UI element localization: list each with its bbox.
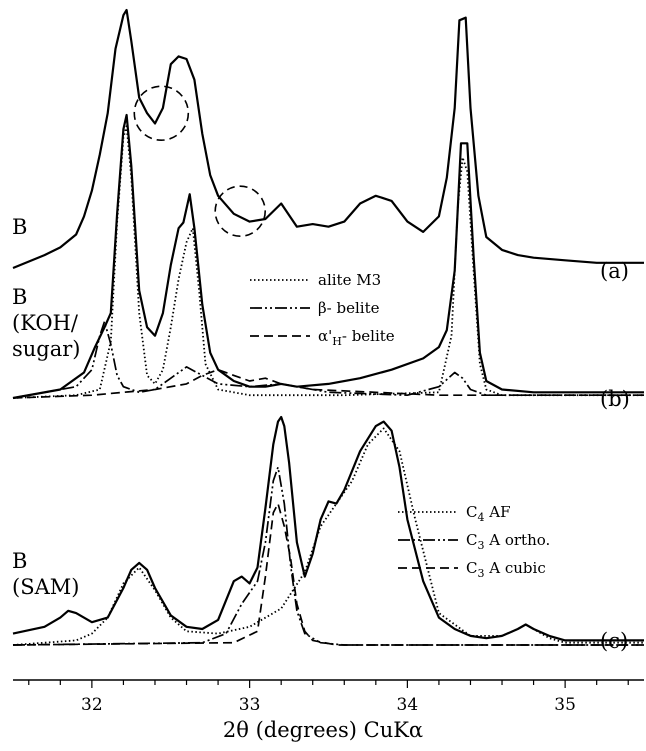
legend-entry: α'H- belite [318,327,395,348]
x-tick-label: 33 [239,695,261,715]
panel-tag-c: (c) [600,629,628,653]
series-c-solid-line [12,415,644,642]
sample-label-b: B [12,285,27,309]
dashed-circle-annotation [214,185,266,237]
series-c-dashdotdot-line [12,466,644,646]
legend-entry: C3 A cubic [466,559,546,580]
legend-entry: alite M3 [318,271,381,289]
sample-label-b: sugar) [12,337,81,361]
series-b-dashdotdot-line [12,320,644,399]
series-c-dashed-line [12,502,644,646]
dashed-circle-annotation [133,85,190,141]
panel-a: (a) B [12,8,644,283]
sample-label-b: (KOH/ [12,311,79,335]
x-tick-label: 35 [554,695,576,715]
panel-c: (c) B(SAM) C4 AF C3 A ortho. C3 A cubic [12,415,644,653]
legend-entry: C3 A ortho. [466,531,550,552]
series-a-solid-line [12,8,644,270]
legend-entry: β- belite [318,299,380,317]
sample-label-c: B [12,549,27,573]
sample-label-c: (SAM) [12,575,79,599]
series-b-dashed-line [12,368,644,399]
x-tick-label: 34 [397,695,419,715]
sample-label-a: B [12,215,27,239]
series-b-dotted-line [12,125,644,399]
series-b-solid-line [12,113,644,400]
legend-entry: C4 AF [466,503,511,524]
panel-tag-a: (a) [600,259,629,283]
panel-tag-b: (b) [600,387,630,411]
x-axis-label: 2θ (degrees) CuKα [222,718,424,742]
x-axis: 32 33 34 35 [13,679,644,715]
x-tick-label: 32 [81,695,103,715]
